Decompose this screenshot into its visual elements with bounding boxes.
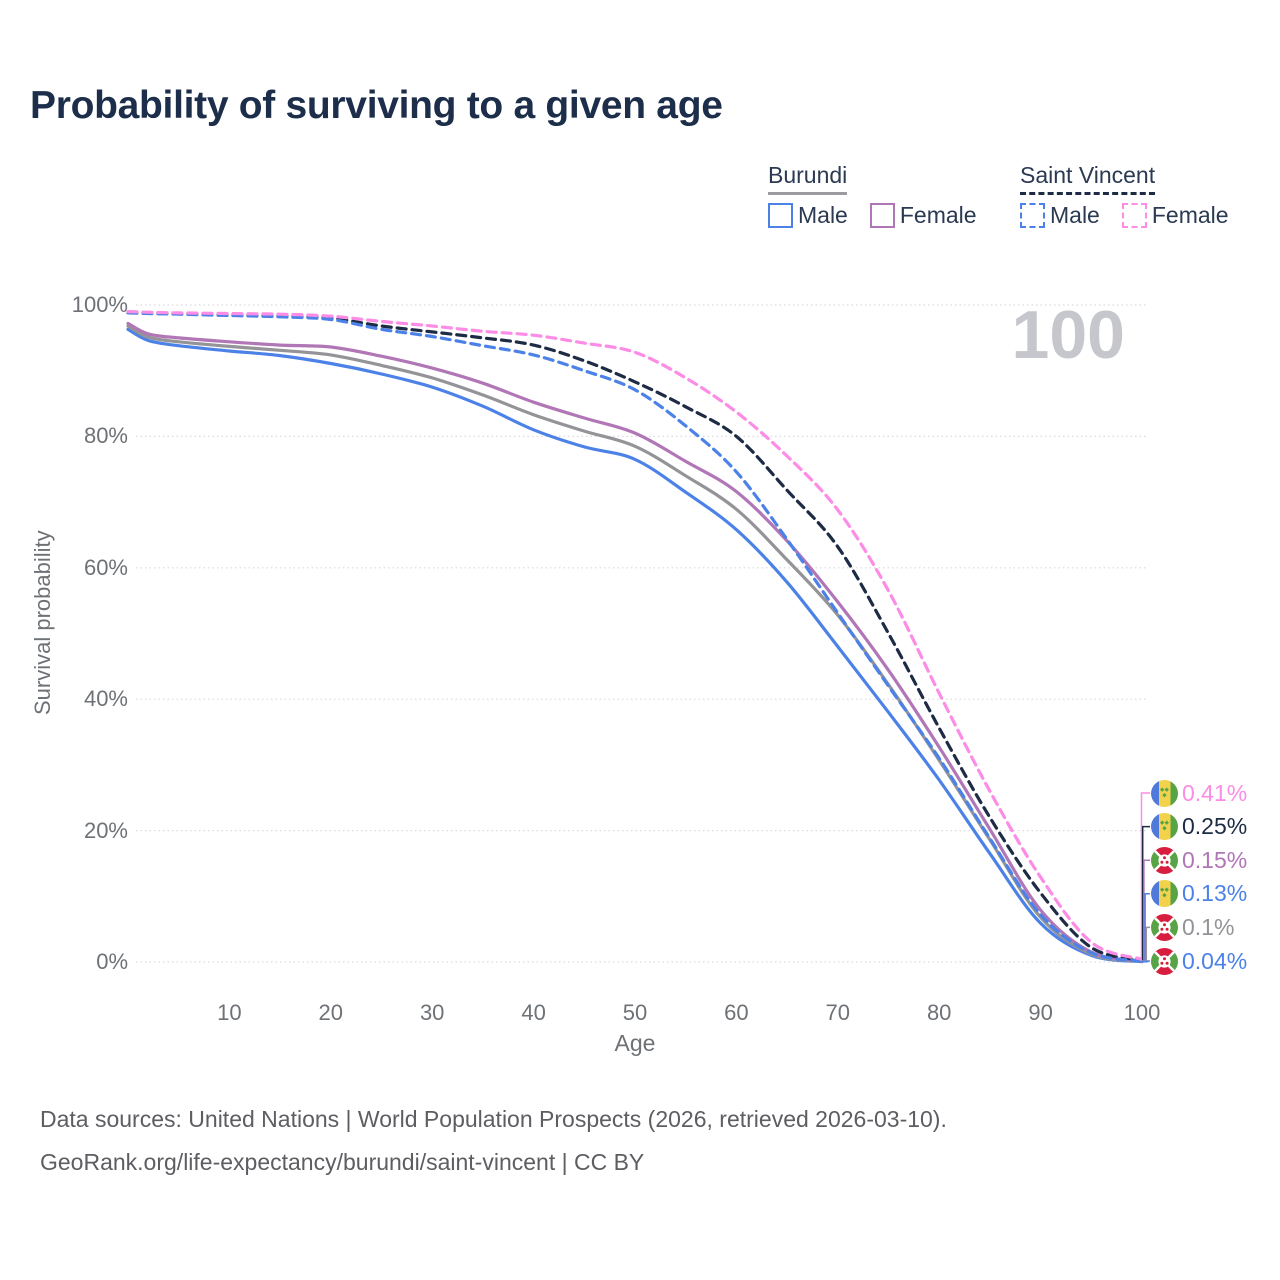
legend-label-saint-vincent-female[interactable]: Female (1151, 202, 1229, 228)
end-label-value-saint-vincent-both-sexes: 0.25% (1182, 813, 1248, 840)
x-tick-30: 30 (419, 1000, 445, 1025)
x-tick-100: 100 (1123, 1000, 1161, 1025)
y-tick-80-: 80% (83, 423, 128, 449)
x-tick-50: 50 (622, 1000, 648, 1025)
legend-label-saint-vincent-male[interactable]: Male (1050, 202, 1100, 228)
curve-saint-vincent-female (126, 310, 1144, 961)
y-tick-100-: 100% (71, 292, 128, 317)
end-label-saint-vincent-male: 0.13% (1151, 880, 1247, 908)
end-label-connector-burundi-male (1142, 960, 1150, 963)
end-label-value-saint-vincent-female: 0.41% (1182, 779, 1248, 806)
legend-country-burundi[interactable]: Burundi (768, 162, 848, 195)
curve-saint-vincent-male (126, 311, 1144, 963)
saint-vincent-flag-icon (1151, 813, 1178, 841)
legend-swatch-saint-vincent-female[interactable] (1121, 203, 1147, 228)
curve-saint-vincent-both-sexes (126, 310, 1144, 962)
curve-burundi-both-sexes (126, 324, 1144, 963)
end-label-burundi-male: 0.04% (1151, 947, 1247, 975)
watermark-max-age: 100 (1011, 297, 1125, 373)
legend-label-burundi-female[interactable]: Female (899, 202, 977, 228)
legend-swatch-burundi-female[interactable] (869, 203, 895, 228)
y-tick-60-: 60% (83, 554, 128, 580)
x-tick-90: 90 (1028, 1000, 1053, 1025)
curve-burundi-male (126, 327, 1144, 964)
chart-title: Probability of surviving to a given age (30, 84, 723, 127)
legend-group-burundi: Burundi Male Female (768, 162, 999, 229)
y-tick-20-: 20% (83, 817, 128, 843)
burundi-flag-icon (1151, 947, 1178, 975)
x-tick-60: 60 (724, 1000, 749, 1025)
x-tick-20: 20 (318, 1000, 344, 1025)
legend-country-saint-vincent[interactable]: Saint Vincent (1020, 162, 1156, 195)
legend-group-saint-vincent: Saint Vincent Male Female (1020, 162, 1251, 229)
x-axis-title: Age (614, 1030, 656, 1056)
end-label-burundi-female: 0.15% (1151, 846, 1247, 874)
end-label-saint-vincent-both-sexes: 0.25% (1151, 813, 1247, 841)
x-tick-10: 10 (217, 1000, 242, 1025)
x-tick-80: 80 (926, 1000, 952, 1025)
x-tick-40: 40 (521, 1000, 546, 1025)
data-sources-line: Data sources: United Nations | World Pop… (40, 1106, 947, 1132)
end-label-value-saint-vincent-male: 0.13% (1182, 880, 1248, 907)
end-label-connector-saint-vincent-female (1140, 792, 1150, 961)
y-axis-title: Survival probability (30, 530, 55, 716)
end-label-burundi-both-sexes: 0.1% (1151, 913, 1234, 941)
y-tick-40-: 40% (83, 686, 128, 712)
footer: Data sources: United Nations | World Pop… (40, 1106, 947, 1192)
end-label-value-burundi-both-sexes: 0.1% (1182, 913, 1235, 940)
legend-label-burundi-male[interactable]: Male (798, 202, 848, 228)
x-tick-70: 70 (825, 1000, 851, 1025)
burundi-flag-icon (1151, 846, 1178, 874)
end-label-saint-vincent-female: 0.41% (1151, 779, 1247, 807)
curve-burundi-female (126, 321, 1144, 963)
end-label-value-burundi-female: 0.15% (1182, 846, 1248, 873)
burundi-flag-icon (1151, 913, 1178, 941)
saint-vincent-flag-icon (1151, 880, 1178, 908)
legend-swatch-saint-vincent-male[interactable] (1020, 203, 1045, 228)
y-tick-0-: 0% (96, 949, 128, 974)
saint-vincent-flag-icon (1151, 779, 1178, 807)
attribution-line: GeoRank.org/life-expectancy/burundi/sain… (40, 1149, 645, 1175)
legend-swatch-burundi-male[interactable] (768, 203, 793, 228)
end-label-value-burundi-male: 0.04% (1182, 947, 1248, 974)
